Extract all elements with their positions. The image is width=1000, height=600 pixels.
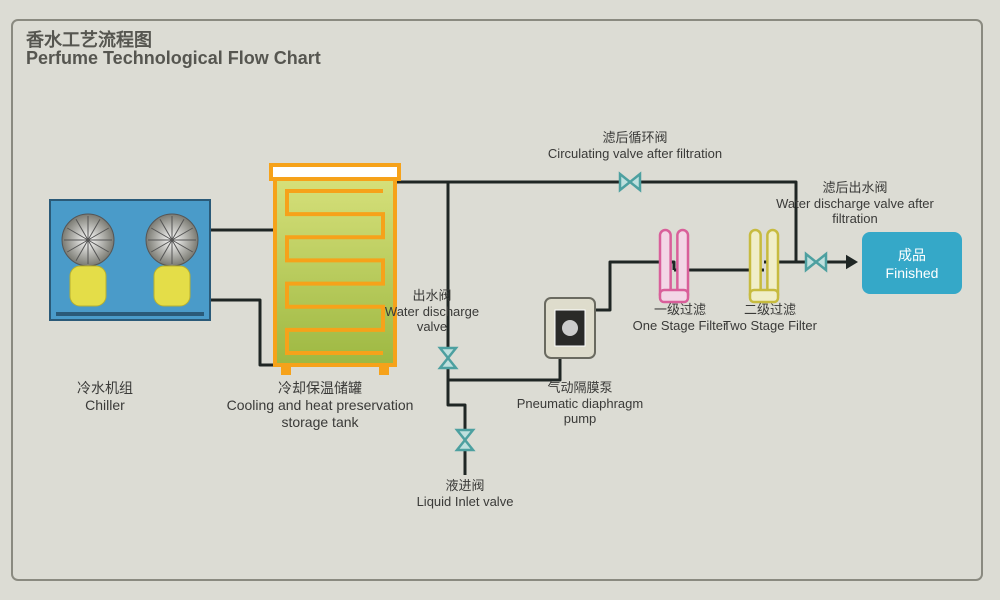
chiller <box>50 200 210 320</box>
label-pump-cn: 气动隔膜泵 <box>505 380 655 396</box>
chiller-cyl-1 <box>154 266 190 306</box>
label-tank-en: Cooling and heat preservation storage ta… <box>220 397 420 431</box>
pipe-3 <box>448 368 465 430</box>
label-out_valve-cn: 滤后出水阀 <box>775 180 935 196</box>
label-chiller-en: Chiller <box>35 397 175 414</box>
label-inlet: 液进阀Liquid Inlet valve <box>395 478 535 509</box>
storage-tank <box>271 165 399 375</box>
label-out_valve: 滤后出水阀Water discharge valve after filtrat… <box>775 180 935 227</box>
pipe-1 <box>210 300 275 365</box>
label-filter2-en: Two Stage Filter <box>710 318 830 334</box>
circ-valve <box>620 174 640 190</box>
discharge-valve <box>440 348 456 368</box>
label-inlet-en: Liquid Inlet valve <box>395 494 535 510</box>
label-tank: 冷却保温储罐Cooling and heat preservation stor… <box>220 380 420 430</box>
label-discharge-en: Water discharge valve <box>372 304 492 335</box>
chiller-cyl-0 <box>70 266 106 306</box>
label-tank-cn: 冷却保温储罐 <box>220 380 420 397</box>
out-valve <box>806 254 826 270</box>
pneumatic-pump <box>545 298 595 358</box>
label-inlet-cn: 液进阀 <box>395 478 535 494</box>
label-circ_valve-en: Circulating valve after filtration <box>545 146 725 162</box>
label-out_valve-en: Water discharge valve after filtration <box>775 196 935 227</box>
label-chiller: 冷水机组Chiller <box>35 380 175 414</box>
label-circ_valve-cn: 滤后循环阀 <box>545 130 725 146</box>
label-filter2: 二级过滤Two Stage Filter <box>710 302 830 333</box>
finished-cn: 成品 <box>898 245 926 265</box>
finished-en: Finished <box>886 265 939 281</box>
label-chiller-cn: 冷水机组 <box>35 380 175 397</box>
inlet-valve <box>457 430 473 450</box>
finished-box: 成品Finished <box>862 232 962 294</box>
label-circ_valve: 滤后循环阀Circulating valve after filtration <box>545 130 725 161</box>
filter-stage-2 <box>750 230 778 302</box>
title-en: Perfume Technological Flow Chart <box>26 48 321 69</box>
label-discharge: 出水阀Water discharge valve <box>372 288 492 335</box>
flow-diagram <box>0 0 1000 600</box>
label-pump: 气动隔膜泵Pneumatic diaphragm pump <box>505 380 655 427</box>
flow-arrow <box>846 255 858 269</box>
label-pump-en: Pneumatic diaphragm pump <box>505 396 655 427</box>
label-discharge-cn: 出水阀 <box>372 288 492 304</box>
label-filter2-cn: 二级过滤 <box>710 302 830 318</box>
